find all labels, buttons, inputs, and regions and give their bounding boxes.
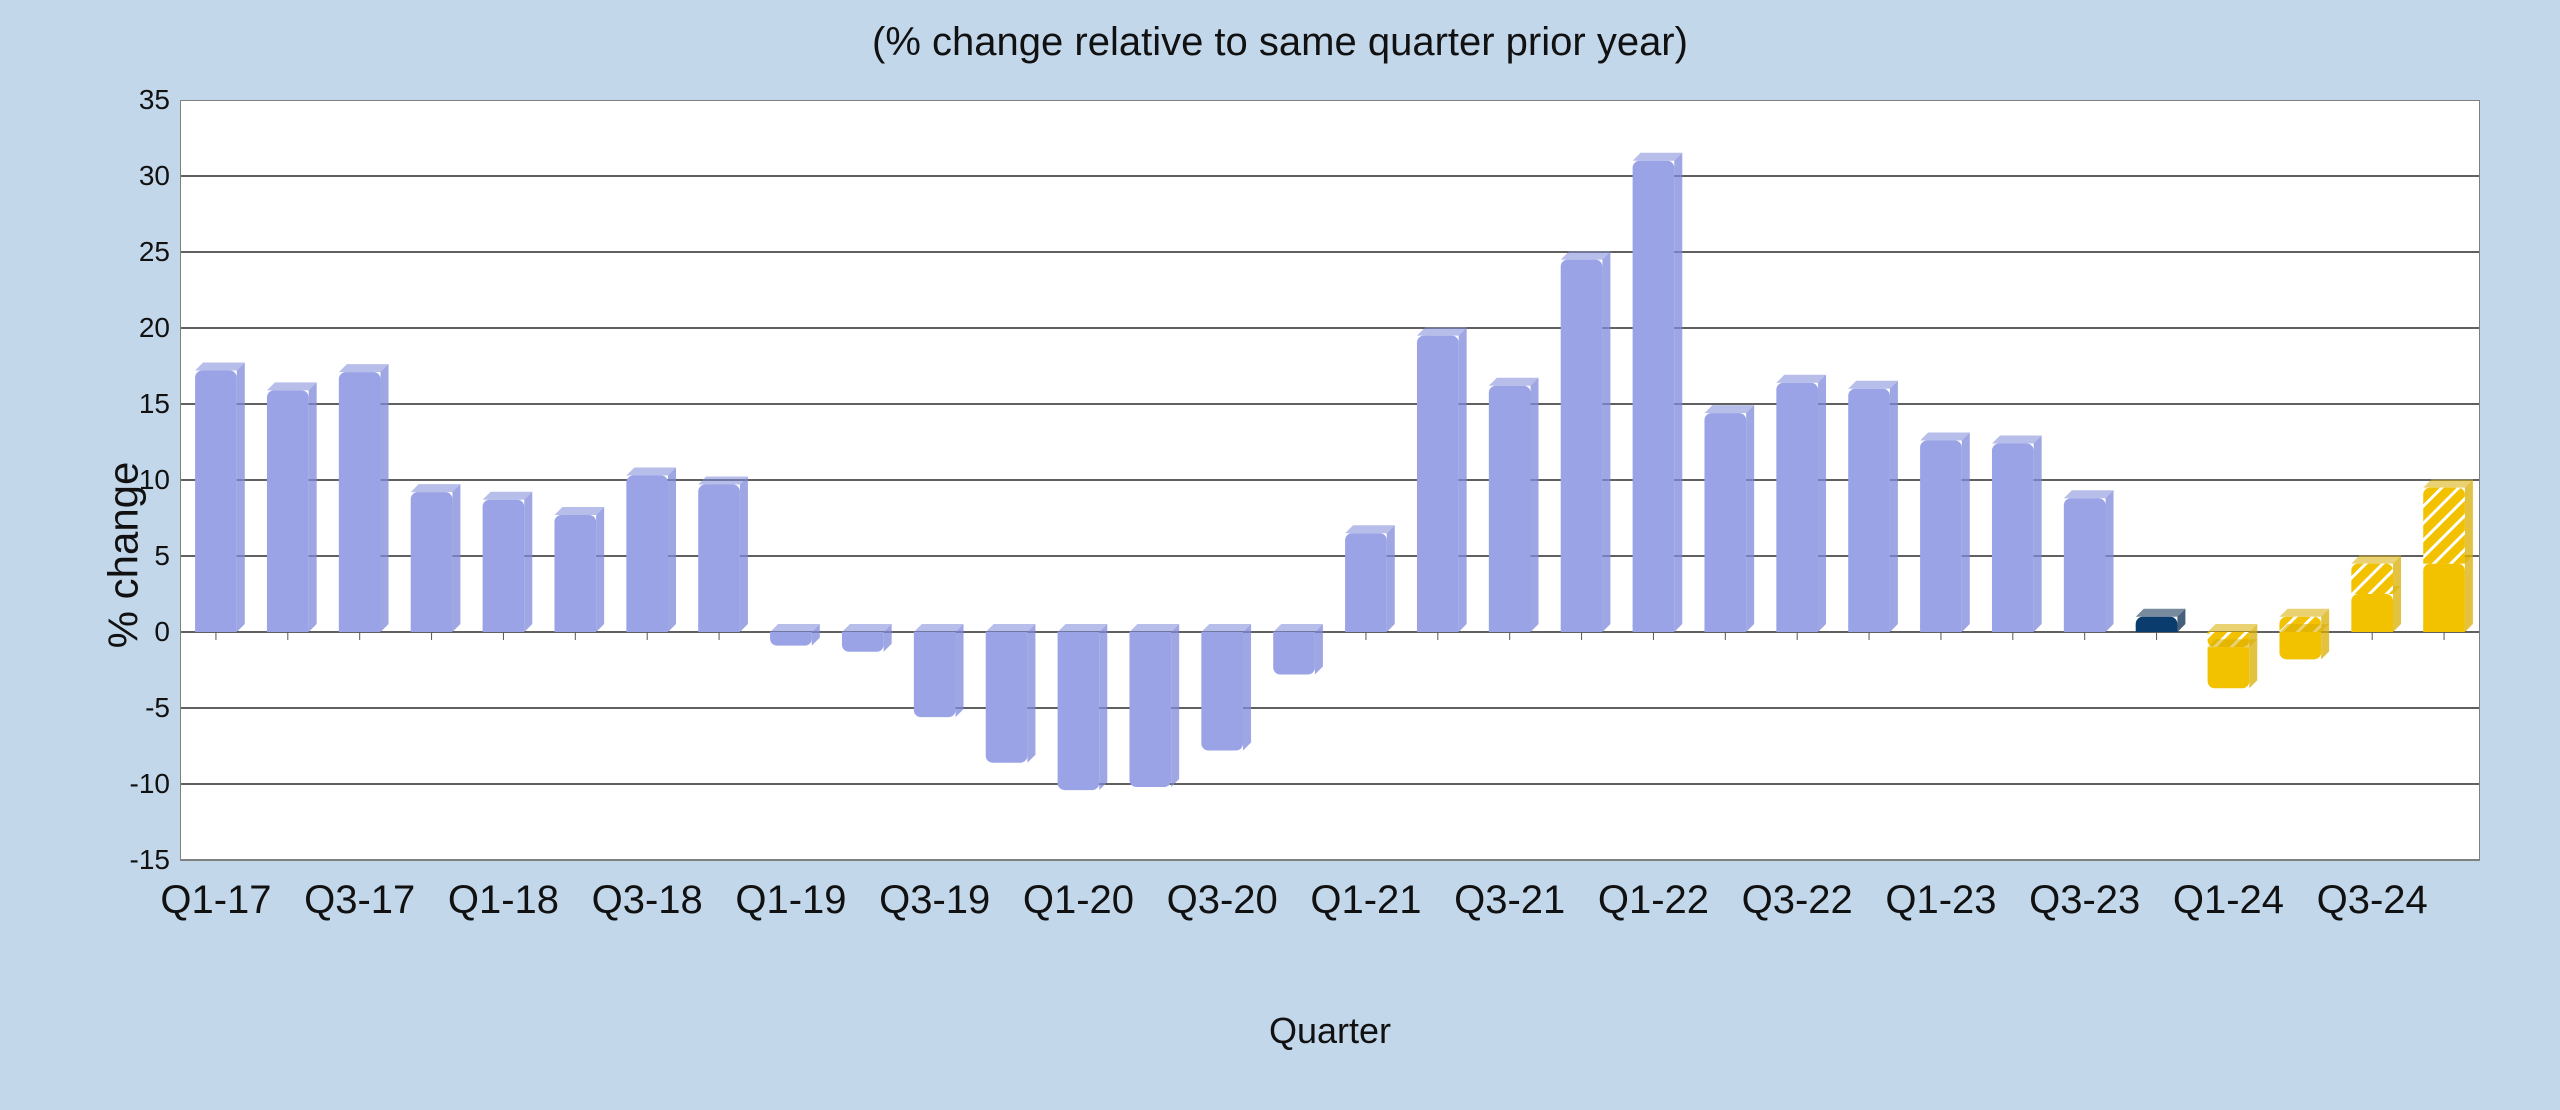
x-tick-label: Q1-23: [1885, 878, 1996, 923]
y-tick-label: 15: [120, 388, 170, 420]
y-tick-label: 35: [120, 84, 170, 116]
x-tick-label: Q1-24: [2173, 878, 2284, 923]
y-tick-label: 25: [120, 236, 170, 268]
y-tick-label: -10: [120, 768, 170, 800]
x-tick-label: Q1-22: [1598, 878, 1709, 923]
x-tick-label: Q3-18: [592, 878, 703, 923]
y-tick-label: 5: [120, 540, 170, 572]
x-tick-label: Q3-17: [304, 878, 415, 923]
y-tick-label: 10: [120, 464, 170, 496]
chart-title: (% change relative to same quarter prior…: [0, 20, 2560, 65]
x-axis-label: Quarter: [1269, 1010, 1391, 1052]
x-tick-label: Q1-18: [448, 878, 559, 923]
y-tick-label: 30: [120, 160, 170, 192]
chart-svg: [180, 100, 2480, 900]
x-tick-label: Q1-17: [160, 878, 271, 923]
x-tick-label: Q3-19: [879, 878, 990, 923]
y-tick-label: 0: [120, 616, 170, 648]
y-tick-label: 20: [120, 312, 170, 344]
x-tick-label: Q1-20: [1023, 878, 1134, 923]
x-tick-label: Q3-22: [1742, 878, 1853, 923]
x-tick-label: Q1-19: [735, 878, 846, 923]
x-tick-label: Q3-20: [1167, 878, 1278, 923]
x-tick-label: Q3-21: [1454, 878, 1565, 923]
x-tick-label: Q3-24: [2317, 878, 2428, 923]
chart-container: [180, 100, 2480, 1000]
x-tick-label: Q3-23: [2029, 878, 2140, 923]
y-tick-label: -5: [120, 692, 170, 724]
x-tick-label: Q1-21: [1310, 878, 1421, 923]
y-tick-label: -15: [120, 844, 170, 876]
